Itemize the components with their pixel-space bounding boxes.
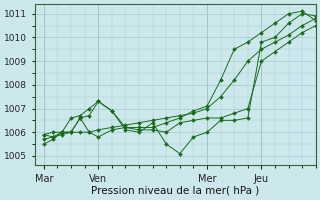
X-axis label: Pression niveau de la mer( hPa ): Pression niveau de la mer( hPa )	[91, 186, 260, 196]
